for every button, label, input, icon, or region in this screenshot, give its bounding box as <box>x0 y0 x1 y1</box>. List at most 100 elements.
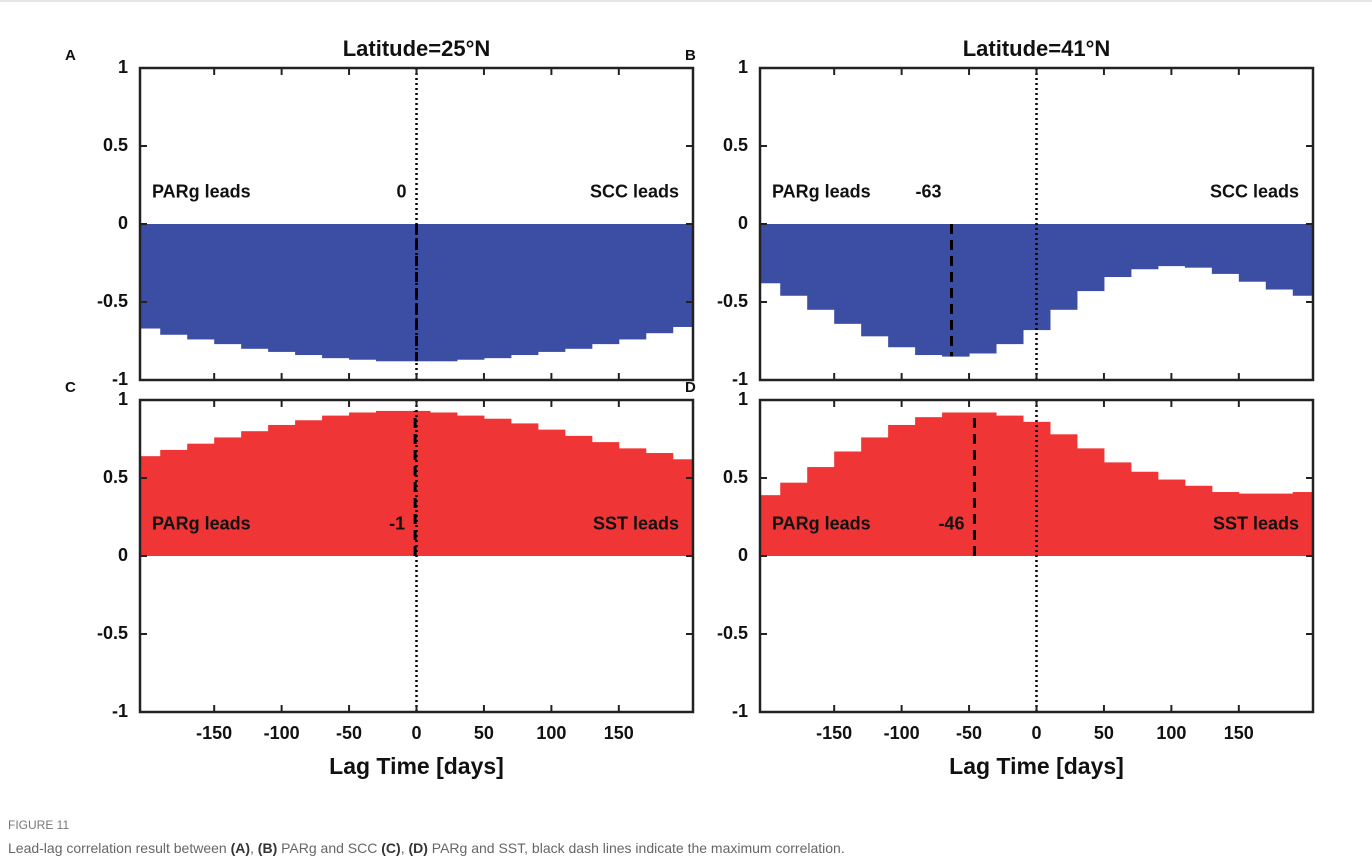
y-tick-label: 0.5 <box>103 467 128 487</box>
bar <box>780 224 808 296</box>
caption-part: , <box>400 840 409 856</box>
bar <box>645 224 674 334</box>
bar <box>160 449 188 556</box>
max-lag-label: -46 <box>938 514 964 534</box>
bar <box>915 224 943 356</box>
bar <box>1265 493 1294 556</box>
bar <box>861 224 889 337</box>
figure-caption: Lead-lag correlation result between (A),… <box>8 840 845 856</box>
y-tick-label: 0.5 <box>103 135 128 155</box>
bar <box>591 442 620 556</box>
bar <box>1184 485 1213 556</box>
bar <box>483 418 512 556</box>
bar <box>140 224 161 329</box>
y-tick-label: 1 <box>118 389 128 409</box>
bar <box>1076 448 1105 556</box>
bar <box>672 224 694 327</box>
caption-part: , <box>250 840 258 856</box>
y-tick-label: -0.5 <box>717 623 748 643</box>
bar <box>510 423 539 556</box>
chart-title: Latitude=41°N <box>963 36 1111 61</box>
y-tick-label: 0.5 <box>723 135 748 155</box>
x-tick-label: -150 <box>816 723 852 743</box>
caption-part: (A) <box>230 840 251 856</box>
bar <box>140 456 161 556</box>
bar <box>942 224 970 357</box>
note-right: SST leads <box>593 514 679 534</box>
bar <box>888 424 916 556</box>
bar <box>214 224 242 345</box>
y-tick-label: 1 <box>738 57 748 77</box>
x-tick-label: -150 <box>196 723 232 743</box>
y-tick-label: 0.5 <box>723 467 748 487</box>
bar <box>429 412 458 556</box>
panel-letter: C <box>65 379 76 396</box>
y-tick-label: -1 <box>112 369 128 389</box>
bar <box>834 451 862 556</box>
bar <box>214 437 242 556</box>
bar <box>1211 224 1240 274</box>
chart-title: Latitude=25°N <box>343 36 491 61</box>
bar <box>780 482 808 556</box>
caption-part: (C) <box>381 840 401 856</box>
x-tick-label: 150 <box>604 723 634 743</box>
bar <box>1292 492 1314 556</box>
chart: 0 PARg leads SCC leads -1 -0.5 0 0.5 1 A Latitude… <box>0 0 1372 779</box>
bar <box>1103 224 1132 278</box>
bar <box>1157 479 1186 556</box>
bar <box>618 448 647 556</box>
x-axis-label: Lag Time [days] <box>329 753 504 779</box>
y-tick-label: 0 <box>118 213 128 233</box>
caption-part: PARg and SST, black dash lines indicate … <box>427 840 845 856</box>
bar <box>1184 224 1213 268</box>
note-right: SCC leads <box>1210 182 1299 202</box>
bar <box>969 224 997 354</box>
bar <box>1292 224 1314 296</box>
bar <box>403 410 431 556</box>
bar <box>456 224 485 360</box>
bar <box>537 224 566 352</box>
bar <box>760 495 781 556</box>
x-tick-label: -100 <box>264 723 300 743</box>
x-tick-label: 100 <box>1156 723 1186 743</box>
max-lag-label: 0 <box>396 182 406 202</box>
x-tick-label: -50 <box>336 723 362 743</box>
bar <box>1130 471 1159 556</box>
bar <box>996 415 1024 556</box>
bar <box>1076 224 1105 292</box>
bar <box>1238 493 1267 556</box>
bar <box>942 412 970 556</box>
y-tick-label: 1 <box>118 57 128 77</box>
x-tick-label: 50 <box>474 723 494 743</box>
bar <box>1023 421 1051 556</box>
note-left: PARg leads <box>772 514 871 534</box>
bar <box>915 417 943 556</box>
y-tick-label: 0 <box>738 545 748 565</box>
x-tick-label: 50 <box>1094 723 1114 743</box>
bar <box>349 412 377 556</box>
panel-letter: B <box>685 47 696 64</box>
caption-part: PARg and SCC <box>277 840 382 856</box>
y-tick-label: 0 <box>118 545 128 565</box>
caption-part: (D) <box>408 840 428 856</box>
bar <box>591 224 620 345</box>
caption-part: (B) <box>257 840 278 856</box>
bar <box>807 467 835 556</box>
bar <box>1265 224 1294 290</box>
bar <box>187 443 215 556</box>
panel-letter: D <box>685 379 696 396</box>
bar <box>295 224 323 356</box>
bar <box>1238 224 1267 282</box>
bar <box>376 224 404 362</box>
bar <box>760 224 781 284</box>
bar <box>295 420 323 556</box>
bar <box>645 453 674 556</box>
y-tick-label: -1 <box>112 701 128 721</box>
bar <box>376 410 404 556</box>
bar <box>322 415 350 556</box>
x-tick-label: 0 <box>1031 723 1041 743</box>
caption-part: Lead-lag correlation result between <box>8 840 231 856</box>
bar <box>322 224 350 359</box>
bar <box>1023 224 1051 331</box>
